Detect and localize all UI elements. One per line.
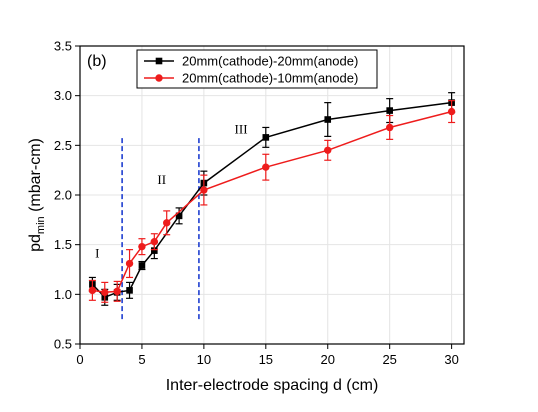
legend-entries: 20mm(cathode)-20mm(anode) 20mm(cathode)-1…	[144, 54, 358, 86]
y-tick-label: 3.5	[54, 39, 72, 54]
data-point-circle	[138, 242, 146, 251]
data-point-circle	[262, 163, 270, 171]
legend: 20mm(cathode)-20mm(anode) 20mm(cathode)-1…	[136, 49, 378, 89]
data-point-square	[175, 212, 183, 220]
series-2	[88, 100, 456, 303]
x-tick-label: 20	[321, 352, 335, 367]
tick-layer: 0 5 10 15 20 25 30 0.5 1.0 1.5 2.0 2.5 3.0 3.5	[54, 39, 459, 368]
series-layer	[88, 92, 456, 306]
data-point-square	[386, 107, 393, 114]
legend-box	[136, 49, 378, 89]
data-point-square	[324, 116, 332, 123]
data-point-square	[262, 134, 270, 141]
legend-marker-circle	[155, 74, 163, 82]
legend-entry: 20mm(cathode)-10mm(anode)	[144, 71, 358, 86]
x-axis-title: Inter-electrode spacing d (cm)	[166, 377, 379, 394]
y-axis-title-main: pd	[27, 234, 44, 252]
x-tick-label: 10	[197, 352, 211, 367]
data-point-circle	[385, 123, 394, 132]
series-line	[92, 110, 452, 294]
y-tick-label: 1.5	[54, 237, 72, 252]
data-point-circle	[88, 286, 97, 295]
region-label: III	[235, 121, 248, 136]
data-point-circle	[150, 237, 159, 246]
divider-layer	[121, 135, 200, 320]
data-point-circle	[113, 287, 121, 296]
x-tick-label: 25	[382, 352, 396, 367]
data-point-circle	[447, 107, 456, 116]
data-point-circle	[163, 219, 171, 227]
y-axis-title-subscript: min	[35, 216, 47, 234]
region-label: I	[95, 246, 99, 261]
y-tick-label: 1.0	[54, 287, 72, 302]
legend-marker-square	[155, 57, 163, 65]
y-tick-label: 2.0	[54, 188, 72, 203]
series-line	[91, 101, 452, 299]
data-point-circle	[125, 259, 134, 268]
data-point-circle	[324, 146, 332, 154]
x-tick-label: 0	[76, 352, 83, 367]
y-axis-title-unit: (mbar-cm)	[27, 138, 44, 216]
y-tick-label: 3.0	[54, 88, 72, 103]
data-point-square	[138, 262, 146, 269]
panel-label: (b)	[87, 53, 107, 70]
y-tick-label: 2.5	[54, 138, 72, 153]
legend-label: 20mm(cathode)-20mm(anode)	[182, 54, 358, 69]
data-point-circle	[101, 288, 109, 297]
y-tick-label: 0.5	[54, 337, 72, 352]
grid-layer	[79, 45, 464, 345]
legend-label: 20mm(cathode)-10mm(anode)	[182, 71, 358, 86]
data-point-square	[151, 247, 158, 254]
data-point-circle	[200, 186, 208, 194]
data-point-square	[126, 287, 133, 294]
x-tick-label: 30	[444, 352, 458, 367]
region-label: II	[157, 172, 166, 187]
x-tick-label: 5	[138, 352, 145, 367]
y-axis-title: pdmin (mbar-cm)	[27, 138, 47, 252]
x-tick-label: 15	[259, 352, 273, 367]
legend-entry: 20mm(cathode)-20mm(anode)	[144, 54, 358, 69]
